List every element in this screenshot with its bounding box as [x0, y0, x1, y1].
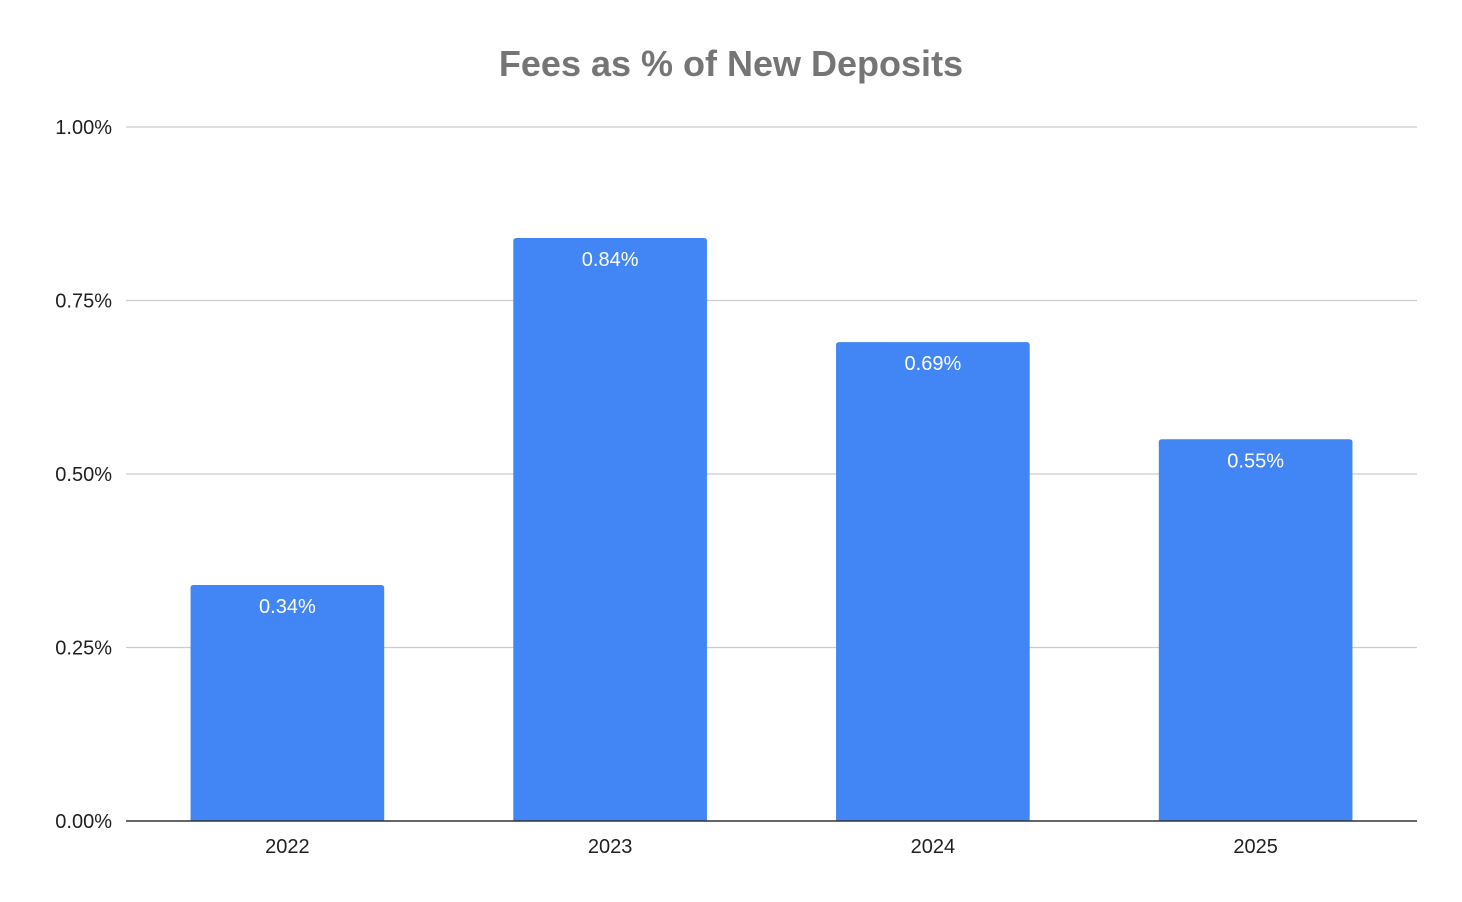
y-tick-label: 0.50%	[55, 464, 112, 486]
data-labels: 0.34% 0.84% 0.69% 0.55%	[259, 249, 1284, 618]
bar	[190, 585, 385, 821]
x-tick-label: 2025	[1233, 836, 1278, 858]
x-tick-label: 2022	[265, 836, 310, 858]
bar	[513, 238, 707, 822]
data-label: 0.69%	[905, 353, 962, 375]
y-tick-label: 0.25%	[55, 638, 112, 660]
y-tick-label: 1.00%	[55, 117, 112, 139]
x-axis-ticks: 2022 2023 2024 2025	[265, 836, 1278, 858]
bar	[1158, 439, 1353, 821]
y-tick-label: 0.75%	[55, 291, 112, 313]
y-tick-label: 0.00%	[55, 811, 112, 833]
x-tick-label: 2023	[588, 836, 633, 858]
chart-title: Fees as % of New Deposits	[498, 43, 964, 84]
data-label: 0.34%	[259, 596, 316, 618]
data-label: 0.55%	[1227, 450, 1284, 472]
x-tick-label: 2024	[911, 836, 956, 858]
bar	[836, 342, 1030, 821]
y-axis-ticks: 0.00% 0.25% 0.50% 0.75% 1.00%	[55, 117, 112, 833]
bars	[190, 238, 1353, 822]
data-label: 0.84%	[582, 249, 639, 271]
